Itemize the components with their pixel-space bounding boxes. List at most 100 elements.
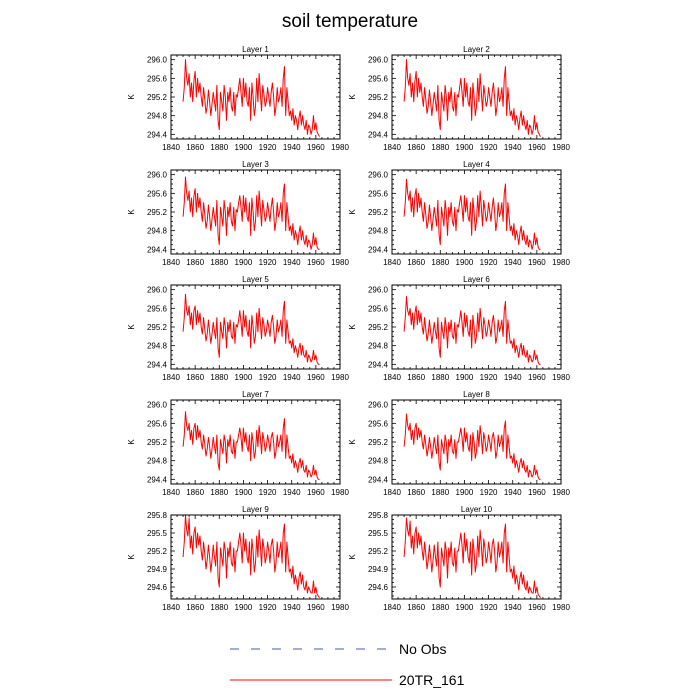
y-tick-label: 295.2 <box>147 547 168 556</box>
x-tick-label: 1840 <box>162 373 180 382</box>
x-tick-label: 1940 <box>283 373 301 382</box>
series-line-20tr-161 <box>182 293 320 365</box>
y-tick-label: 294.8 <box>368 342 389 351</box>
x-tick-label: 1840 <box>162 258 180 267</box>
x-tick-label: 1980 <box>552 143 570 152</box>
x-tick-label: 1940 <box>504 373 522 382</box>
series-line-20tr-161 <box>403 517 541 599</box>
panel-7: Layer 7 K 1840 1860 1880 1900 1920 1940 1960 1980… <box>127 390 349 497</box>
x-tick-label: 1980 <box>552 603 570 612</box>
y-tick-label: 295.2 <box>147 93 168 102</box>
legend-label-model: 20TR_161 <box>399 672 465 688</box>
x-tick-label: 1960 <box>528 373 546 382</box>
panel-6: Layer 6 K 1840 1860 1880 1900 1920 1940 1960 1980… <box>348 275 570 382</box>
y-tick-label: 294.4 <box>368 245 389 254</box>
x-tick-label: 1900 <box>456 143 474 152</box>
panel-frame <box>170 514 341 600</box>
panel-title: Layer 5 <box>242 275 269 284</box>
y-tick-label: 296.0 <box>147 401 168 410</box>
y-tick-label: 296.0 <box>368 56 389 65</box>
x-tick-label: 1960 <box>528 143 546 152</box>
x-tick-label: 1900 <box>456 603 474 612</box>
panel-title: Layer 4 <box>463 160 490 169</box>
x-tick-label: 1860 <box>407 143 425 152</box>
y-axis-label: K <box>348 324 357 330</box>
x-tick-label: 1920 <box>480 258 498 267</box>
x-tick-label: 1860 <box>407 373 425 382</box>
y-tick-label: 295.6 <box>368 189 389 198</box>
x-tick-label: 1980 <box>331 603 349 612</box>
panel-title: Layer 1 <box>242 45 269 54</box>
panel-4: Layer 4 K 1840 1860 1880 1900 1920 1940 1960 1980… <box>348 160 570 267</box>
y-tick-label: 295.6 <box>147 74 168 83</box>
x-tick-label: 1960 <box>307 258 325 267</box>
y-tick-label: 296.0 <box>368 171 389 180</box>
y-tick-label: 294.4 <box>368 360 389 369</box>
y-tick-label: 294.8 <box>147 342 168 351</box>
x-tick-label: 1960 <box>307 488 325 497</box>
y-tick-label: 294.4 <box>368 130 389 139</box>
x-tick-label: 1980 <box>552 373 570 382</box>
x-tick-label: 1880 <box>210 603 228 612</box>
panel-frame <box>170 169 341 255</box>
x-tick-label: 1960 <box>528 603 546 612</box>
x-tick-label: 1840 <box>383 603 401 612</box>
y-tick-label: 294.8 <box>368 112 389 121</box>
panel-title: Layer 7 <box>242 390 269 399</box>
x-tick-label: 1900 <box>235 603 253 612</box>
panel-title: Layer 10 <box>461 505 493 514</box>
x-tick-label: 1980 <box>331 143 349 152</box>
x-tick-label: 1900 <box>456 373 474 382</box>
series-line-20tr-161 <box>182 514 320 599</box>
legend: No Obs 20TR_161 <box>230 641 465 688</box>
x-tick-label: 1980 <box>552 488 570 497</box>
x-tick-label: 1860 <box>407 258 425 267</box>
x-tick-label: 1940 <box>504 603 522 612</box>
panel-frame <box>170 284 341 370</box>
y-tick-label: 295.6 <box>368 304 389 313</box>
y-tick-label: 296.0 <box>368 286 389 295</box>
x-tick-label: 1840 <box>383 373 401 382</box>
y-tick-label: 294.6 <box>147 583 168 592</box>
panel-title: Layer 8 <box>463 390 490 399</box>
panel-8: Layer 8 K 1840 1860 1880 1900 1920 1940 1960 1980… <box>348 390 570 497</box>
x-tick-label: 1860 <box>186 143 204 152</box>
x-tick-label: 1920 <box>259 603 277 612</box>
panel-2: Layer 2 K 1840 1860 1880 1900 1920 1940 1960 1980… <box>348 45 570 152</box>
x-tick-label: 1880 <box>431 488 449 497</box>
y-tick-label: 296.0 <box>147 56 168 65</box>
y-axis-label: K <box>127 439 136 445</box>
x-tick-label: 1880 <box>431 373 449 382</box>
y-tick-label: 294.8 <box>147 457 168 466</box>
panel-frame <box>391 169 562 255</box>
y-tick-label: 295.6 <box>368 74 389 83</box>
y-tick-label: 294.6 <box>368 583 389 592</box>
y-tick-label: 295.6 <box>147 189 168 198</box>
x-tick-label: 1960 <box>307 603 325 612</box>
x-tick-label: 1880 <box>431 143 449 152</box>
y-axis-label: K <box>127 94 136 100</box>
panel-9: Layer 9 K 1840 1860 1880 1900 1920 1940 1960 1980… <box>127 505 349 612</box>
x-tick-label: 1900 <box>235 373 253 382</box>
series-line-20tr-161 <box>182 59 320 137</box>
x-tick-label: 1840 <box>162 143 180 152</box>
panel-title: Layer 9 <box>242 505 269 514</box>
x-tick-label: 1960 <box>307 143 325 152</box>
y-tick-label: 295.2 <box>147 208 168 217</box>
x-tick-label: 1920 <box>259 373 277 382</box>
y-tick-label: 294.8 <box>147 112 168 121</box>
x-tick-label: 1880 <box>210 488 228 497</box>
y-tick-label: 295.2 <box>368 547 389 556</box>
y-tick-label: 295.5 <box>368 529 389 538</box>
panel-5: Layer 5 K 1840 1860 1880 1900 1920 1940 1960 1980… <box>127 275 349 382</box>
x-tick-label: 1840 <box>383 258 401 267</box>
y-tick-label: 295.6 <box>147 419 168 428</box>
x-tick-label: 1860 <box>186 488 204 497</box>
x-tick-label: 1940 <box>504 258 522 267</box>
x-tick-label: 1940 <box>283 603 301 612</box>
panels: Layer 1 K 1840 1860 1880 1900 1920 1940 1960 1980… <box>127 45 570 612</box>
x-tick-label: 1960 <box>307 373 325 382</box>
x-tick-label: 1860 <box>186 373 204 382</box>
series-line-20tr-161 <box>182 176 320 250</box>
x-tick-label: 1900 <box>456 488 474 497</box>
